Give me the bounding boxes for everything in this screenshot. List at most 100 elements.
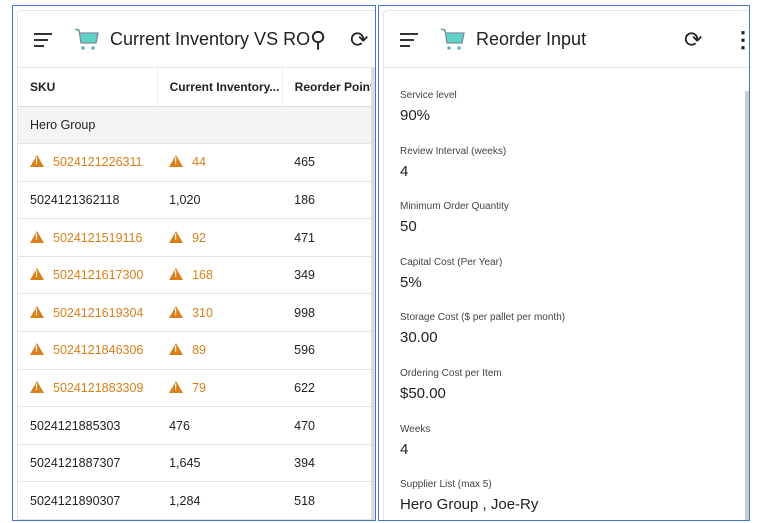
reorder-point-cell: 471	[282, 218, 375, 257]
warning-icon	[30, 380, 44, 393]
column-header-reorder-point[interactable]: Reorder Point	[282, 68, 375, 107]
reorder-point-cell: 349	[282, 256, 375, 295]
inventory-cell: 1,284	[157, 481, 283, 520]
field-label: Storage Cost ($ per pallet per month)	[400, 312, 566, 324]
panel-title: Current Inventory VS ROP	[110, 29, 310, 49]
inventory-cell: 79	[157, 369, 283, 408]
sku-cell: 5024121519116	[18, 218, 158, 257]
form-field[interactable]: Capital Cost (Per Year) 5%	[384, 243, 749, 299]
refresh-icon[interactable]: ⟳	[350, 27, 369, 52]
sku-cell: 5024121890307	[18, 481, 158, 520]
column-header-sku[interactable]: SKU	[18, 68, 158, 107]
form-field[interactable]: Storage Cost ($ per pallet per month) 30.…	[384, 298, 749, 354]
sku-value: 5024121617300	[53, 268, 144, 283]
field-label: Review Interval (weeks)	[400, 145, 507, 157]
form-field[interactable]: Service level 90%	[384, 76, 749, 132]
table-row[interactable]: 5024121846306 89 596	[18, 331, 375, 370]
field-label: Ordering Cost per Item	[400, 367, 502, 379]
reorder-point-cell: 596	[282, 331, 375, 370]
table-row[interactable]: 5024121887307 1,645 394	[18, 444, 375, 483]
reorder-form: Service level 90% Review Interval (weeks) 4…	[384, 68, 749, 520]
reorder-input-panel: Reorder Input ⟳ ⋮ Service level 90% Review…	[378, 5, 750, 521]
sku-value: 5024121226311	[53, 155, 143, 170]
form-field[interactable]: Weeks 4	[384, 410, 749, 466]
inventory-cell: 1,020	[157, 181, 283, 220]
warning-icon	[169, 155, 184, 168]
scrollbar[interactable]	[371, 68, 375, 520]
form-field[interactable]: Review Interval (weeks) 4	[384, 132, 749, 188]
inventory-value: 89	[192, 343, 207, 358]
cart-icon	[74, 28, 99, 50]
inventory-cell: 168	[157, 256, 283, 295]
search-icon[interactable]: ⚲	[310, 27, 327, 52]
inventory-value: 92	[192, 230, 207, 245]
field-label: Weeks	[400, 423, 431, 435]
scrollbar[interactable]	[745, 91, 749, 520]
sku-value: 5024121883309	[53, 380, 144, 395]
inventory-vs-rop-panel: Current Inventory VS ROP ⚲ ⟳ SKU Current…	[12, 5, 376, 521]
warning-icon	[30, 268, 44, 281]
table-row[interactable]: 5024121519116 92 471	[18, 218, 375, 257]
form-field[interactable]: Supplier List (max 5) Hero Group , Joe-Ry	[384, 465, 749, 520]
sku-cell: 5024121617300	[18, 256, 158, 295]
sku-cell: 5024121885303	[18, 406, 158, 445]
menu-icon[interactable]	[34, 33, 52, 51]
sku-value: 5024121890307	[30, 493, 121, 508]
table-row[interactable]: 5024121885303 476 470	[18, 406, 375, 445]
inventory-value: 168	[192, 268, 213, 283]
menu-icon[interactable]	[400, 33, 418, 51]
warning-icon	[169, 268, 184, 281]
field-value[interactable]: 50	[400, 218, 417, 236]
refresh-icon[interactable]: ⟳	[684, 27, 703, 52]
sku-cell: 5024121226311	[18, 143, 158, 182]
reorder-point-cell: 518	[282, 481, 375, 520]
warning-icon	[169, 305, 184, 318]
sku-value: 5024121885303	[30, 418, 121, 433]
inventory-value: 476	[169, 418, 190, 433]
inventory-cell: 476	[157, 406, 283, 445]
inventory-value: 1,284	[169, 493, 201, 508]
inventory-cell: 44	[157, 143, 283, 182]
warning-icon	[30, 230, 44, 243]
field-value[interactable]: 90%	[400, 107, 431, 124]
field-value[interactable]: 4	[400, 162, 409, 180]
table-row[interactable]: 5024121619304 310 998	[18, 293, 375, 333]
table-row[interactable]: 5024121226311 44 465	[18, 143, 375, 182]
column-header-current-inventory[interactable]: Current Inventory...	[157, 68, 283, 107]
field-value[interactable]: 4	[400, 440, 409, 458]
table-row[interactable]: 5024121362118 1,020 186	[18, 181, 375, 220]
field-value[interactable]: $50.00	[400, 384, 446, 402]
cart-icon	[440, 28, 465, 50]
inventory-value: 1,645	[169, 456, 201, 471]
inventory-value: 44	[192, 155, 207, 170]
field-label: Supplier List (max 5)	[400, 479, 492, 491]
inventory-value: 310	[192, 305, 213, 320]
field-value[interactable]: 5%	[400, 273, 422, 291]
sku-value: 5024121519116	[53, 230, 143, 245]
field-value[interactable]: Hero Group , Joe-Ry	[400, 496, 539, 514]
table-row[interactable]: 5024121617300 168 349	[18, 256, 375, 295]
inventory-cell: 89	[157, 331, 283, 370]
reorder-point-cell: 998	[282, 293, 375, 333]
inventory-cell: 1,645	[157, 444, 283, 483]
sku-cell: 5024121887307	[18, 444, 158, 483]
field-label: Capital Cost (Per Year)	[400, 256, 503, 268]
field-label: Minimum Order Quantity	[400, 201, 509, 213]
form-field[interactable]: Ordering Cost per Item $50.00	[384, 354, 749, 410]
more-options-icon[interactable]: ⋮	[732, 27, 749, 53]
field-value[interactable]: 30.00	[400, 329, 438, 347]
form-field[interactable]: Minimum Order Quantity 50	[384, 187, 749, 243]
inventory-value: 79	[192, 380, 207, 395]
sku-value: 5024121887307	[30, 456, 121, 471]
reorder-point-cell: 622	[282, 369, 375, 408]
inventory-table: SKU Current Inventory... Reorder Point H…	[18, 68, 375, 520]
warning-icon	[169, 230, 184, 243]
group-label: Hero Group	[18, 106, 375, 145]
table-row[interactable]: 5024121883309 79 622	[18, 369, 375, 408]
panel-title: Reorder Input	[476, 29, 587, 49]
sku-value: 5024121846306	[53, 343, 144, 358]
group-row[interactable]: Hero Group	[18, 106, 375, 145]
table-row[interactable]: 5024121890307 1,284 518	[18, 481, 375, 520]
warning-icon	[30, 343, 44, 356]
reorder-point-cell: 394	[282, 444, 375, 483]
